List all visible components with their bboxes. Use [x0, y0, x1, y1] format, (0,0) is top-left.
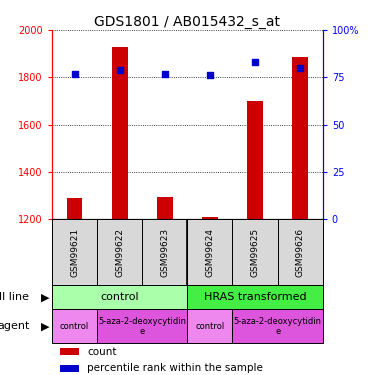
- Text: 5-aza-2-deoxycytidin
e: 5-aza-2-deoxycytidin e: [234, 316, 322, 336]
- Bar: [52, 309, 97, 343]
- Bar: [67, 198, 82, 219]
- Point: [162, 70, 168, 76]
- Text: GSM99621: GSM99621: [70, 228, 79, 277]
- Text: GSM99622: GSM99622: [115, 228, 124, 277]
- Point: [207, 72, 213, 78]
- Bar: [142, 219, 187, 285]
- Text: control: control: [195, 322, 224, 331]
- Point: [117, 67, 123, 73]
- Bar: [233, 219, 278, 285]
- Bar: [97, 219, 142, 285]
- Text: cell line: cell line: [0, 292, 29, 302]
- Bar: [60, 348, 79, 355]
- Bar: [52, 219, 97, 285]
- Bar: [60, 365, 79, 372]
- Bar: [187, 309, 233, 343]
- Text: agent: agent: [0, 321, 29, 331]
- Title: GDS1801 / AB015432_s_at: GDS1801 / AB015432_s_at: [94, 15, 280, 29]
- Text: GSM99625: GSM99625: [250, 228, 260, 277]
- Bar: [292, 57, 308, 219]
- Text: count: count: [87, 347, 116, 357]
- Text: GSM99624: GSM99624: [206, 228, 214, 277]
- Text: control: control: [100, 292, 139, 302]
- Bar: [202, 217, 218, 219]
- Bar: [233, 309, 323, 343]
- Point: [72, 70, 78, 76]
- Text: ▶: ▶: [41, 321, 50, 331]
- Point: [252, 59, 258, 65]
- Bar: [247, 101, 263, 219]
- Text: control: control: [60, 322, 89, 331]
- Text: 5-aza-2-deoxycytidin
e: 5-aza-2-deoxycytidin e: [98, 316, 186, 336]
- Bar: [187, 285, 323, 309]
- Text: ▶: ▶: [41, 292, 50, 302]
- Text: HRAS transformed: HRAS transformed: [204, 292, 306, 302]
- Bar: [278, 219, 323, 285]
- Text: GSM99626: GSM99626: [296, 228, 305, 277]
- Point: [297, 65, 303, 71]
- Bar: [97, 309, 187, 343]
- Text: percentile rank within the sample: percentile rank within the sample: [87, 363, 263, 373]
- Bar: [187, 219, 233, 285]
- Bar: [52, 285, 187, 309]
- Bar: [112, 46, 128, 219]
- Bar: [157, 197, 173, 219]
- Text: GSM99623: GSM99623: [160, 228, 169, 277]
